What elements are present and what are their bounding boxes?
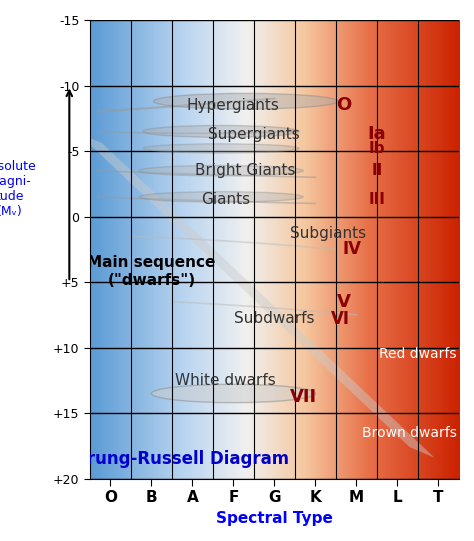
- Text: Supergiants: Supergiants: [208, 127, 300, 142]
- Text: Brown dwarfs: Brown dwarfs: [362, 426, 457, 440]
- Text: absolute
magni-
tude
(Mᵥ): absolute magni- tude (Mᵥ): [0, 160, 36, 219]
- Ellipse shape: [143, 126, 299, 137]
- Text: V: V: [337, 293, 351, 311]
- Text: Giants: Giants: [201, 192, 250, 207]
- Text: O: O: [337, 96, 352, 114]
- Text: White dwarfs: White dwarfs: [175, 373, 275, 388]
- Text: Subdwarfs: Subdwarfs: [234, 311, 315, 326]
- Text: Hypergiants: Hypergiants: [187, 98, 280, 113]
- Text: Red dwarfs: Red dwarfs: [379, 347, 457, 361]
- Text: III: III: [368, 192, 385, 207]
- Ellipse shape: [151, 384, 315, 403]
- Text: IV: IV: [343, 240, 362, 258]
- Ellipse shape: [143, 144, 299, 153]
- X-axis label: Spectral Type: Spectral Type: [216, 511, 333, 526]
- Text: II: II: [371, 163, 383, 178]
- Text: Hertzsprung-Russell Diagram: Hertzsprung-Russell Diagram: [14, 450, 289, 468]
- Text: Ia: Ia: [368, 125, 386, 143]
- Text: Subgiants: Subgiants: [290, 226, 366, 241]
- PathPatch shape: [78, 133, 434, 458]
- Text: Ib: Ib: [369, 141, 385, 156]
- Text: Bright Giants: Bright Giants: [195, 163, 296, 178]
- Text: Main sequence
("dwarfs"): Main sequence ("dwarfs"): [87, 255, 216, 288]
- Ellipse shape: [139, 166, 303, 176]
- Ellipse shape: [139, 192, 303, 202]
- Text: VII: VII: [290, 388, 317, 406]
- Ellipse shape: [154, 94, 338, 109]
- Text: VI: VI: [330, 310, 349, 328]
